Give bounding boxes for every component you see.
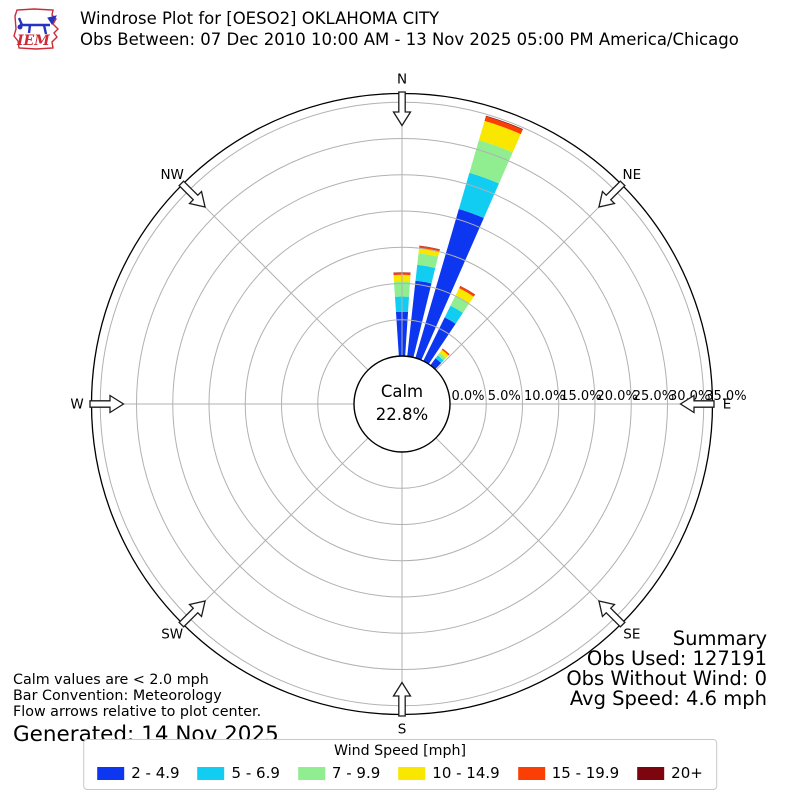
radial-tick-label: 5.0% [488, 389, 521, 404]
flow-arrow-icon [392, 681, 412, 717]
summary-avg-speed: Avg Speed: 4.6 mph [569, 687, 767, 710]
radial-tick-label: 25.0% [633, 389, 674, 404]
windrose-bar-segment [469, 140, 513, 184]
windrose-bar-segment [437, 352, 446, 361]
legend-label: 2 - 4.9 [131, 764, 180, 782]
calm-circle [353, 355, 451, 453]
footnote-convention: Bar Convention: Meteorology [13, 688, 222, 705]
windrose-bar-segment [415, 264, 436, 284]
legend-entry: 7 - 9.9 [297, 764, 381, 782]
radial-tick-label: 35.0% [705, 389, 746, 404]
windrose-bar-segment [415, 208, 484, 361]
grid-spoke [182, 184, 369, 371]
windrose-bar-segment [460, 285, 476, 295]
radial-tick-label: 10.0% [524, 389, 565, 404]
legend-swatch [297, 766, 325, 780]
radial-tick-label: 0.0% [452, 389, 485, 404]
windrose-bar-segment [485, 115, 523, 130]
legend-swatch [97, 766, 125, 780]
windrose-bar-segment [442, 348, 450, 355]
grid-spoke [182, 437, 369, 624]
legend-label: 10 - 14.9 [432, 764, 500, 782]
windrose-bar-segment [419, 245, 440, 250]
windrose-bar-segment [484, 116, 523, 135]
compass-label-se: SE [623, 627, 640, 643]
windrose-bar-segment [444, 305, 463, 324]
radial-tick-label: 20.0% [597, 389, 638, 404]
legend-entry: 10 - 14.9 [398, 764, 500, 782]
legend-entry: 2 - 4.9 [97, 764, 180, 782]
summary-obs-used: Obs Used: 127191 [586, 647, 767, 670]
legend-title: Wind Speed [mph] [333, 743, 467, 759]
compass-label-ne: NE [622, 167, 641, 183]
windrose-bar-segment [455, 288, 474, 304]
compass-label-s: S [398, 722, 407, 738]
flow-arrow-icon [679, 394, 715, 414]
legend-swatch [197, 766, 225, 780]
compass-label-nw: NW [160, 167, 183, 183]
windrose-bar-segment [441, 348, 450, 356]
summary-block: Summary Obs Used: 127191 Obs Without Win… [566, 629, 767, 709]
polar-grid [91, 93, 713, 715]
legend-entries: 2 - 4.9 5 - 6.9 7 - 9.9 10 - 14.9 15 - 19.9 2… [97, 764, 703, 782]
legend-label: 5 - 6.9 [231, 764, 280, 782]
compass-label-n: N [397, 72, 407, 88]
flow-arrow-icon [89, 394, 125, 414]
iem-logo-text: IEM [16, 33, 50, 49]
legend-entry: 5 - 6.9 [197, 764, 280, 782]
windrose-bar-segment [450, 295, 470, 313]
summary-obs-without-wind: Obs Without Wind: 0 [566, 667, 767, 690]
legend-swatch [398, 766, 426, 780]
footnote-arrows: Flow arrows relative to plot center. [13, 704, 262, 721]
compass-label-e: E [723, 397, 732, 413]
calm-percent: 22.8% [376, 405, 428, 424]
compass-label-sw: SW [161, 627, 183, 643]
legend-swatch [637, 766, 665, 780]
summary-heading: Summary [672, 627, 767, 650]
grid-spoke [435, 184, 622, 371]
radial-tick-label: 15.0% [560, 389, 601, 404]
calm-label: Calm [381, 382, 423, 401]
legend-entry: 20+ [637, 764, 703, 782]
flow-arrow-icon [178, 600, 206, 628]
page-subtitle: Obs Between: 07 Dec 2010 10:00 AM - 13 N… [80, 30, 739, 49]
grid-spoke [435, 437, 622, 624]
legend-swatch [517, 766, 545, 780]
windrose-bar-segment [435, 355, 444, 364]
windrose-bars [393, 115, 523, 370]
legend-label: 15 - 19.9 [551, 764, 620, 782]
flow-arrow-icon [392, 91, 412, 127]
flow-arrow-icon [178, 180, 206, 208]
windrose-bar-segment [478, 120, 521, 153]
windrose-bar-segment [459, 286, 475, 297]
windrose-bar-segment [439, 349, 449, 359]
windrose-bar-segment [407, 280, 432, 358]
windrose-bar-segment [419, 246, 440, 252]
compass-label-w: W [70, 397, 83, 413]
header: Windrose Plot for [OESO2] OKLAHOMA CITY … [80, 8, 739, 50]
flow-arrow-icon [598, 180, 626, 208]
windrose-bar-segment [418, 247, 440, 257]
wind-vane-icon [17, 15, 57, 35]
footnotes: Calm values are < 2.0 mph Bar Convention… [13, 672, 279, 747]
page-title: Windrose Plot for [OESO2] OKLAHOMA CITY [80, 9, 440, 28]
windrose-bar-segment [423, 317, 456, 365]
wind-speed-legend: Wind Speed [mph] 2 - 4.9 5 - 6.9 7 - 9.9 10… [83, 739, 717, 790]
iem-logo: IEM [8, 3, 66, 65]
legend-entry: 15 - 19.9 [517, 764, 620, 782]
windrose-bar-segment [417, 253, 439, 268]
legend-label: 20+ [671, 764, 703, 782]
footnote-calm: Calm values are < 2.0 mph [13, 672, 209, 688]
legend-label: 7 - 9.9 [331, 764, 381, 782]
flow-arrow-icon [598, 600, 626, 628]
windrose-bar-segment [458, 172, 499, 219]
iowa-outline-icon: IEM [13, 8, 59, 50]
